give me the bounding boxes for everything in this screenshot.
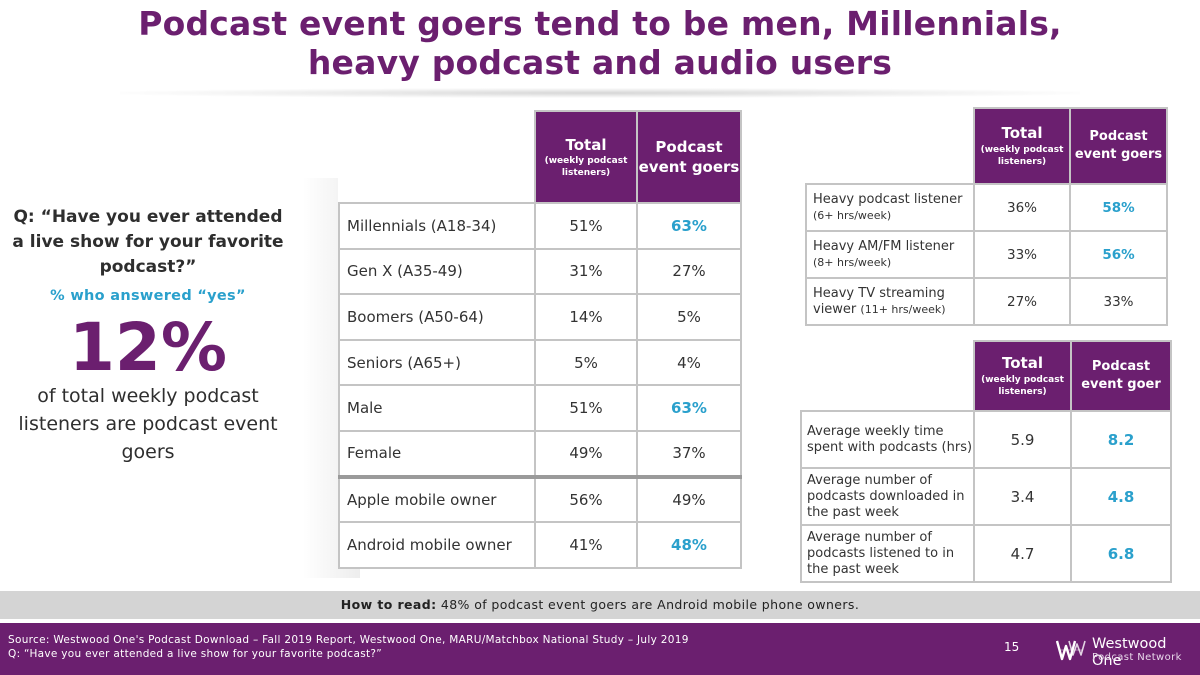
total-value: 5.9 <box>973 410 1072 469</box>
goer-value: 4.8 <box>1070 467 1172 526</box>
page-number: 15 <box>1004 640 1020 654</box>
goer-value: 8.2 <box>1070 410 1172 469</box>
header-total: Total (weekly podcast listeners) <box>973 107 1071 185</box>
goers-value: 63% <box>636 202 742 250</box>
total-value: 14% <box>534 293 638 341</box>
total-value: 4.7 <box>973 524 1072 583</box>
westwood-one-logo: Westwood One Podcast Network <box>1056 636 1196 669</box>
row-label: Female <box>338 429 536 478</box>
header-total: Total (weekly podcast listeners) <box>973 340 1072 412</box>
yes-callout: Q: “Have you ever attended a live show f… <box>0 205 296 466</box>
table-row: Millennials (A18-34) 51% 63% <box>338 202 742 250</box>
row-label: Average number of podcasts downloaded in… <box>800 467 975 526</box>
row-label: Android mobile owner <box>338 521 536 569</box>
goers-value: 48% <box>636 521 742 569</box>
header-blank <box>339 111 535 203</box>
source-note: Source: Westwood One's Podcast Download … <box>8 633 689 661</box>
title-shadow <box>120 88 1080 98</box>
row-label: Gen X (A35-49) <box>338 247 536 296</box>
row-label-sub: (8+ hrs/week) <box>813 255 892 269</box>
table-row: Apple mobile owner 56% 49% <box>338 474 742 524</box>
total-value: 51% <box>534 202 638 250</box>
total-value: 56% <box>534 474 638 524</box>
table-row: Heavy podcast listener (6+ hrs/week) 36%… <box>805 183 1168 232</box>
total-value: 41% <box>534 521 638 569</box>
title-line-2: heavy podcast and audio users <box>307 43 893 82</box>
header-blank <box>806 108 974 184</box>
row-label: Millennials (A18-34) <box>338 202 536 250</box>
total-value: 5% <box>534 338 638 387</box>
table-row: Average number of podcasts listened to i… <box>800 524 1172 583</box>
title-line-1: Podcast event goers tend to be men, Mill… <box>138 4 1062 43</box>
demographics-table: Total (weekly podcast listeners) Podcast… <box>338 110 742 569</box>
goers-value: 49% <box>636 474 742 524</box>
how-to-read-bar: How to read: 48% of podcast event goers … <box>0 591 1200 619</box>
goers-value: 58% <box>1069 183 1168 232</box>
table-row: Boomers (A50-64) 14% 5% <box>338 293 742 341</box>
row-label: Heavy AM/FM listener (8+ hrs/week) <box>805 230 975 279</box>
goers-value: 33% <box>1069 277 1168 326</box>
header-event-goers: Podcast event goers <box>636 110 742 204</box>
survey-question: Q: “Have you ever attended a live show f… <box>12 207 284 277</box>
table-row: Male 51% 63% <box>338 384 742 432</box>
header-total-sub: (weekly podcast listeners) <box>980 145 1064 167</box>
source-question: Q: “Have you ever attended a live show f… <box>8 648 383 660</box>
goers-value: 63% <box>636 384 742 432</box>
goer-value: 6.8 <box>1070 524 1172 583</box>
row-label: Average weekly time spent with podcasts … <box>800 410 975 469</box>
table-row: Heavy TV streaming viewer (11+ hrs/week)… <box>805 277 1168 326</box>
total-value: 33% <box>973 230 1071 279</box>
row-label-sub: (11+ hrs/week) <box>860 302 946 316</box>
header-event-goers: Podcast event goers <box>1069 107 1168 185</box>
logo-name: Westwood One <box>1092 636 1167 669</box>
total-value: 51% <box>534 384 638 432</box>
row-label: Seniors (A65+) <box>338 338 536 387</box>
row-label: Average number of podcasts listened to i… <box>800 524 975 583</box>
slide-title: Podcast event goers tend to be men, Mill… <box>0 4 1200 82</box>
logo-subtitle: Podcast Network <box>1092 652 1182 663</box>
source-line: Source: Westwood One's Podcast Download … <box>8 634 689 646</box>
averages-table: Total (weekly podcast listeners) Podcast… <box>800 340 1172 583</box>
total-value: 27% <box>973 277 1071 326</box>
percentage-description: of total weekly podcast listeners are po… <box>18 385 278 463</box>
goers-value: 37% <box>636 429 742 478</box>
how-to-read-label: How to read: <box>340 597 437 612</box>
goers-value: 27% <box>636 247 742 296</box>
table-row: Gen X (A35-49) 31% 27% <box>338 247 742 296</box>
big-percentage: 12% <box>69 309 227 386</box>
row-label: Apple mobile owner <box>338 474 536 524</box>
row-label: Heavy podcast listener (6+ hrs/week) <box>805 183 975 232</box>
header-total-sub: (weekly podcast listeners) <box>981 375 1064 397</box>
table-row: Android mobile owner 41% 48% <box>338 521 742 569</box>
heavy-usage-table: Total (weekly podcast listeners) Podcast… <box>805 107 1168 326</box>
row-label: Male <box>338 384 536 432</box>
goers-value: 4% <box>636 338 742 387</box>
total-value: 36% <box>973 183 1071 232</box>
total-value: 31% <box>534 247 638 296</box>
table-row: Seniors (A65+) 5% 4% <box>338 338 742 387</box>
row-label: Boomers (A50-64) <box>338 293 536 341</box>
wave-logo-icon <box>1056 640 1086 661</box>
goers-value: 56% <box>1069 230 1168 279</box>
total-value: 49% <box>534 429 638 478</box>
row-label-sub: (6+ hrs/week) <box>813 208 892 222</box>
header-event-goer: Podcast event goer <box>1070 340 1172 412</box>
how-to-read-text: 48% of podcast event goers are Android m… <box>440 597 860 612</box>
table-row: Average number of podcasts downloaded in… <box>800 467 1172 526</box>
header-total: Total (weekly podcast listeners) <box>534 110 638 204</box>
table-row: Heavy AM/FM listener (8+ hrs/week) 33% 5… <box>805 230 1168 279</box>
header-total-sub: (weekly podcast listeners) <box>544 156 628 178</box>
table-row: Female 49% 37% <box>338 429 742 478</box>
total-value: 3.4 <box>973 467 1072 526</box>
goers-value: 5% <box>636 293 742 341</box>
header-blank <box>801 341 974 411</box>
answered-yes-label: % who answered “yes” <box>50 288 246 304</box>
footer-bar: Source: Westwood One's Podcast Download … <box>0 623 1200 675</box>
row-label: Heavy TV streaming viewer (11+ hrs/week) <box>805 277 975 326</box>
table-row: Average weekly time spent with podcasts … <box>800 410 1172 469</box>
